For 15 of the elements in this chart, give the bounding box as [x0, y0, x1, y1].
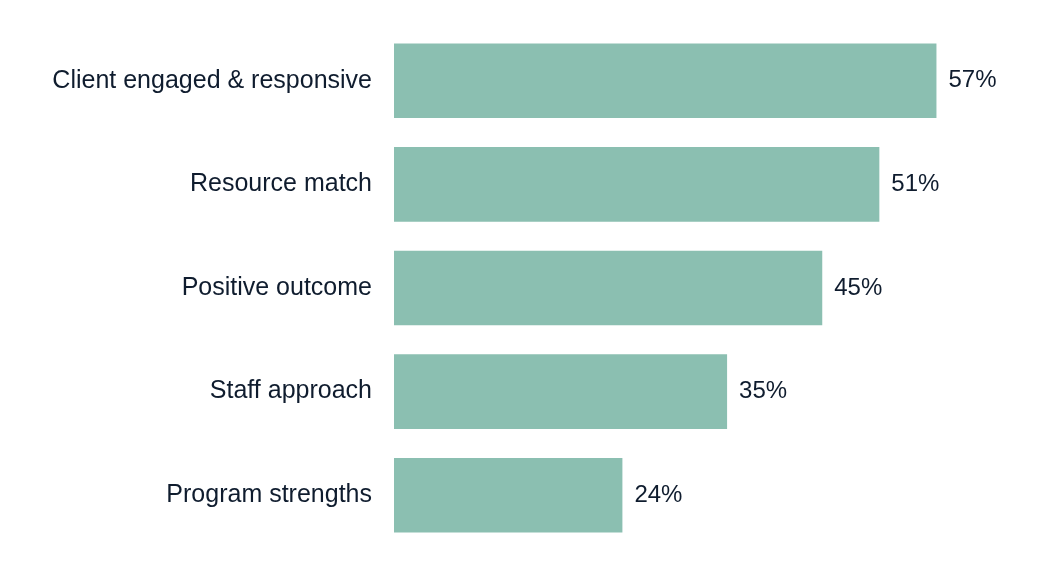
- y-tick-label: Program strengths: [166, 479, 372, 508]
- bar: [394, 457, 623, 533]
- y-tick-label: Staff approach: [209, 375, 372, 404]
- bar: [394, 354, 728, 429]
- data-label: 24%: [634, 479, 683, 507]
- bar: [394, 250, 823, 326]
- data-label: 57%: [948, 65, 997, 93]
- data-label: 51%: [891, 169, 940, 197]
- y-tick-label: Positive outcome: [181, 271, 372, 300]
- data-label: 45%: [834, 272, 883, 300]
- bar: [394, 43, 937, 119]
- y-tick-label: Resource match: [189, 168, 372, 197]
- y-tick-label: Client engaged & responsive: [52, 64, 372, 93]
- data-label: 35%: [739, 376, 788, 404]
- bar: [394, 147, 880, 222]
